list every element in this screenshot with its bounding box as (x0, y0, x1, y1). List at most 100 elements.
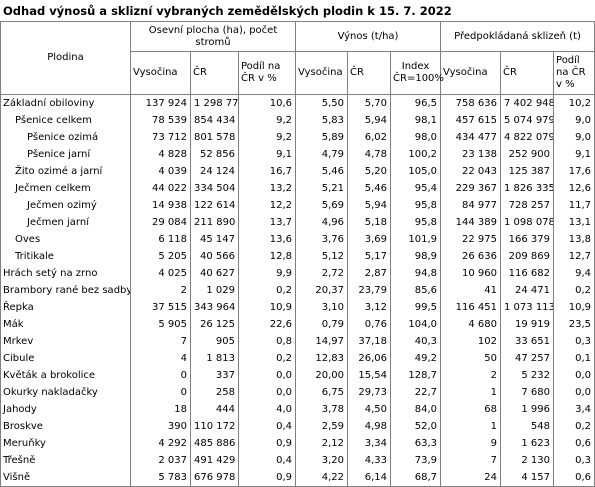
table-row: Tritikale 5 205 40 566 12,8 5,12 5,17 98,9 26 6… (0, 248, 595, 265)
cell: 6,75 (295, 384, 349, 401)
cell: 5,69 (295, 197, 349, 214)
cell: 1 (440, 384, 502, 401)
table-row: Řepka 37 515 343 964 10,9 3,10 3,12 99,5 116 45… (0, 299, 595, 316)
cell: 7 402 948 (500, 94, 555, 112)
cell: 2,72 (295, 265, 349, 282)
cell: 0,79 (295, 316, 349, 333)
cell: 10,9 (553, 299, 595, 316)
cell: 4,33 (347, 452, 392, 469)
cell: 4 157 (500, 469, 555, 487)
cell: 0,1 (553, 350, 595, 367)
cell: 5 783 (130, 469, 191, 487)
cell: 0,9 (237, 469, 297, 487)
cell: 6,02 (347, 129, 392, 146)
cell: 98,9 (390, 248, 442, 265)
table-row: Ječmen ozimý 14 938 122 614 12,2 5,69 5,94 95,… (0, 197, 595, 214)
table-row: Oves 6 118 45 147 13,6 3,76 3,69 101,9 22 975 16… (0, 231, 595, 248)
crop-name: Jahody (0, 401, 131, 418)
crop-name: Okurky nakladačky (0, 384, 131, 401)
table-row: Meruňky 4 292 485 886 0,9 2,12 3,34 63,3 9 1 623… (0, 435, 595, 452)
cell: 98,1 (390, 112, 442, 129)
cell: 801 578 (190, 129, 239, 146)
cell: 4,98 (347, 418, 392, 435)
cell: 209 869 (500, 248, 555, 265)
cell: 22,7 (390, 384, 442, 401)
cell: 444 (190, 401, 239, 418)
cell: 94,8 (390, 265, 442, 282)
cell: 0,3 (553, 452, 595, 469)
cell: 137 924 (130, 94, 191, 112)
cell: 9 (440, 435, 502, 452)
column-header: Podíl na ČR v % (553, 51, 595, 95)
cell: 3,4 (553, 401, 595, 418)
table-header: Plodina Osevní plocha (ha), počet stromů… (0, 21, 595, 95)
cell: 4 039 (130, 163, 191, 180)
cell: 13,2 (237, 180, 297, 197)
cell: 98,0 (390, 129, 442, 146)
cell: 6 118 (130, 231, 191, 248)
cell: 125 387 (500, 163, 555, 180)
crop-name: Ječmen celkem (0, 180, 131, 197)
cell: 104,0 (390, 316, 442, 333)
cell: 2,59 (295, 418, 349, 435)
cell: 44 022 (130, 180, 191, 197)
cell: 101,9 (390, 231, 442, 248)
cell: 5,46 (295, 163, 349, 180)
cell: 20,37 (295, 282, 349, 299)
cell: 9,0 (553, 112, 595, 129)
cell: 22 043 (440, 163, 502, 180)
header-cell: Plodina (0, 21, 131, 95)
crop-name: Základní obiloviny (0, 94, 131, 112)
cell: 0,4 (237, 452, 297, 469)
crop-name: Mák (0, 316, 131, 333)
cell: 85,6 (390, 282, 442, 299)
cell: 37 515 (130, 299, 191, 316)
cell: 13,8 (553, 231, 595, 248)
crop-name: Meruňky (0, 435, 131, 452)
cell: 4,79 (295, 146, 349, 163)
cell: 0,6 (553, 469, 595, 487)
cell: 99,5 (390, 299, 442, 316)
cell: 18 (130, 401, 191, 418)
crop-name: Višně (0, 469, 131, 487)
cell: 11,7 (553, 197, 595, 214)
cell: 13,7 (237, 214, 297, 231)
cell: 68,7 (390, 469, 442, 487)
cell: 1 029 (190, 282, 239, 299)
cell: 73 712 (130, 129, 191, 146)
crop-name: Tritikale (0, 248, 131, 265)
cell: 50 (440, 350, 502, 367)
cell: 19 919 (500, 316, 555, 333)
cell: 40 627 (190, 265, 239, 282)
cell: 100,2 (390, 146, 442, 163)
cell: 17,6 (553, 163, 595, 180)
cell: 2 (130, 282, 191, 299)
cell: 23 138 (440, 146, 502, 163)
cell: 4,22 (295, 469, 349, 487)
cell: 0,3 (553, 333, 595, 350)
cell: 5 074 979 (500, 112, 555, 129)
cell: 457 615 (440, 112, 502, 129)
crop-name: Oves (0, 231, 131, 248)
cell: 16,7 (237, 163, 297, 180)
cell: 15,54 (347, 367, 392, 384)
cell: 0,4 (237, 418, 297, 435)
cell: 1 826 335 (500, 180, 555, 197)
crop-name: Květák a brokolice (0, 367, 131, 384)
crop-table: Plodina Osevní plocha (ha), počet stromů… (0, 21, 595, 487)
cell: 116 682 (500, 265, 555, 282)
cell: 9,0 (553, 129, 595, 146)
cell: 3,20 (295, 452, 349, 469)
cell: 9,1 (553, 146, 595, 163)
cell: 9,2 (237, 129, 297, 146)
cell: 0,8 (237, 333, 297, 350)
cell: 29 084 (130, 214, 191, 231)
cell: 29,73 (347, 384, 392, 401)
column-header: ČR (347, 51, 392, 95)
cell: 4,50 (347, 401, 392, 418)
cell: 258 (190, 384, 239, 401)
cell: 95,8 (390, 197, 442, 214)
cell: 0,0 (237, 384, 297, 401)
cell: 84 977 (440, 197, 502, 214)
cell: 229 367 (440, 180, 502, 197)
